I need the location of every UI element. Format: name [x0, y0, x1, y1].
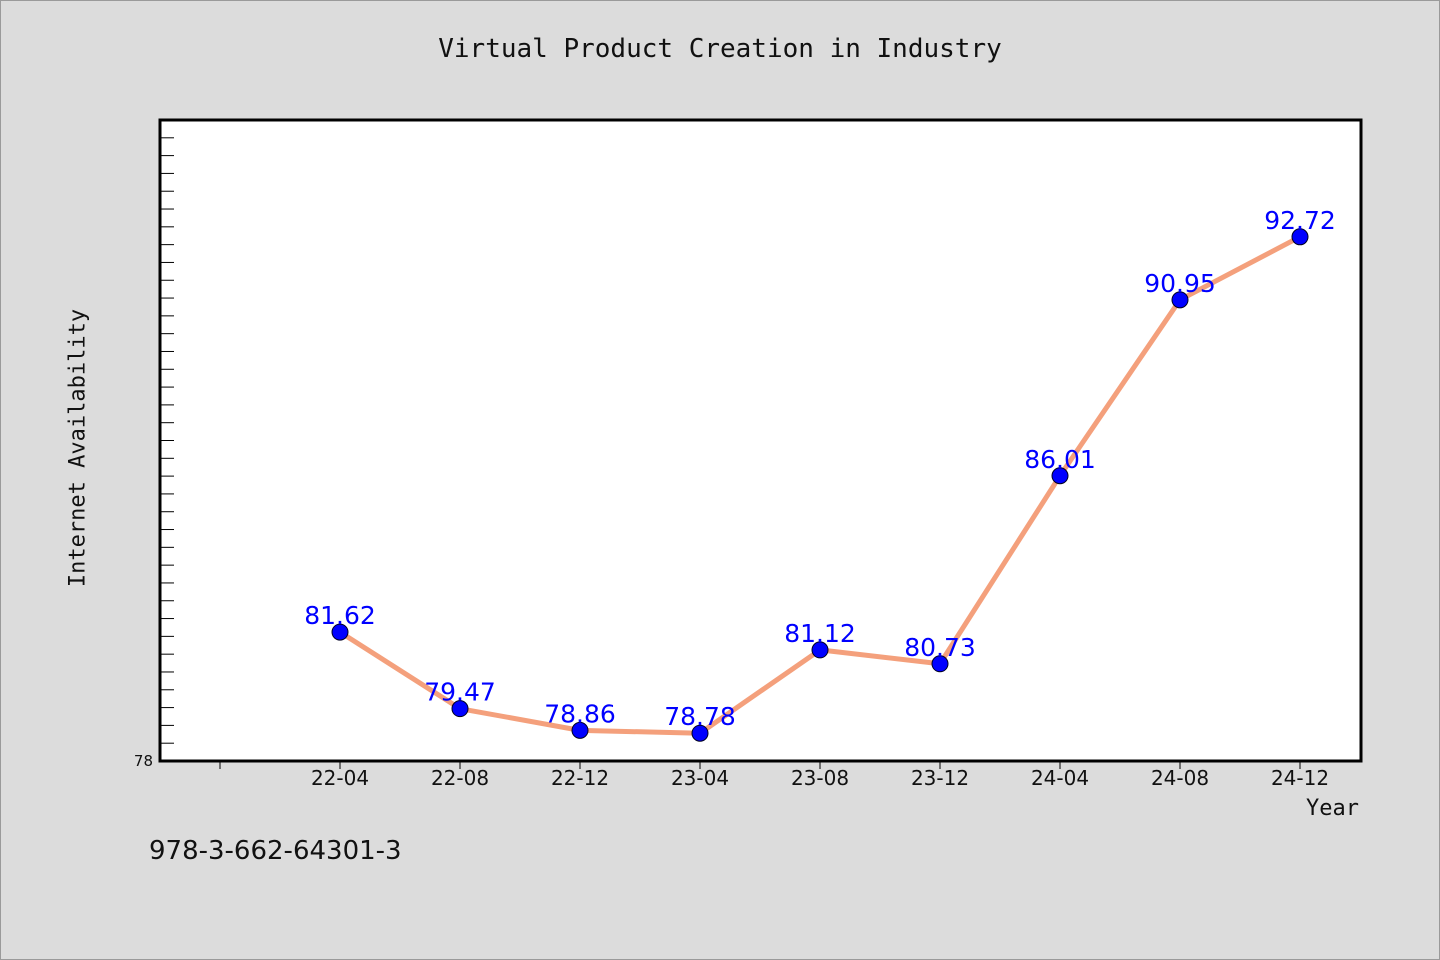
data-label: 86.01 [1024, 445, 1096, 474]
data-point [331, 623, 349, 641]
data-label: 90.95 [1144, 269, 1216, 298]
x-tick-label: 22-04 [311, 766, 369, 790]
data-label: 78.86 [544, 699, 616, 728]
data-label: 80.73 [904, 633, 976, 662]
data-point [451, 700, 469, 718]
data-point [1051, 467, 1069, 485]
x-tick-label: 23-08 [791, 766, 849, 790]
x-tick-label: 24-12 [1271, 766, 1329, 790]
chart-title: Virtual Product Creation in Industry [438, 34, 1002, 64]
data-label: 92.72 [1264, 206, 1336, 235]
data-point [1171, 291, 1189, 309]
x-tick-label: 23-04 [671, 766, 729, 790]
isbn-text: 978-3-662-64301-3 [149, 836, 402, 866]
data-label: 78.78 [664, 702, 736, 731]
data-point [571, 721, 589, 739]
x-tick-label: 22-08 [431, 766, 489, 790]
y-tick-label: 78 [134, 752, 153, 770]
data-point [691, 724, 709, 742]
x-tick-label: 22-12 [551, 766, 609, 790]
data-label: 81.62 [304, 601, 376, 630]
x-axis-label: Year [1306, 796, 1359, 821]
x-tick-label: 23-12 [911, 766, 969, 790]
data-label: 81.12 [784, 619, 856, 648]
plot-area [158, 118, 1363, 763]
x-tick-label: 24-08 [1151, 766, 1209, 790]
data-point [931, 655, 949, 673]
data-point [811, 641, 829, 659]
x-tick-label: 24-04 [1031, 766, 1089, 790]
data-label: 79.47 [424, 678, 496, 707]
data-point [1291, 228, 1309, 246]
